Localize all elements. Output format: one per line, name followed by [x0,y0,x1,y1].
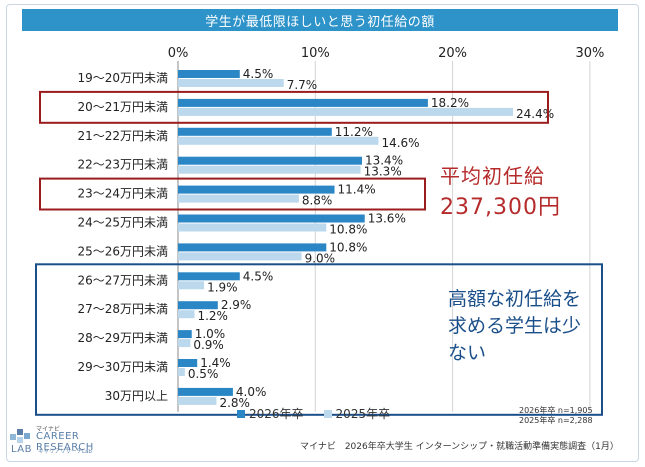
legend-item-2026: 2026年卒 [237,405,304,422]
legend-swatch-2025 [323,409,332,418]
data-label-2026: 1.0% [195,327,226,341]
legend: 2026年卒 2025年卒 [237,405,390,422]
data-label-2025: 24.4% [516,107,554,121]
data-label-2026: 4.5% [243,269,274,283]
note-box [35,263,603,416]
data-label-2025: 1.2% [197,309,228,323]
data-label-2026: 11.2% [335,125,373,139]
category-label: 22～23万円未満 [77,158,168,172]
bar-2025 [178,136,379,145]
data-label-2025: 2.8% [219,396,250,410]
highlight-box [39,177,426,211]
data-label-2026: 18.2% [431,96,469,110]
data-label-2025: 8.8% [302,194,333,208]
bar-2025 [178,194,299,203]
category-label: 24～25万円未満 [77,216,168,230]
data-label-2025: 7.7% [287,78,318,92]
average-salary-value: 237,300円 [440,195,561,220]
data-label-2025: 1.9% [207,280,238,294]
data-label-2026: 13.4% [365,154,403,168]
x-tick-label: 0% [168,46,189,61]
category-label: 27～28万円未満 [77,302,168,316]
category-label: 26～27万円未満 [77,273,168,287]
logo-name-line1: CAREER RESEARCH [36,431,94,453]
bar-2026 [178,156,362,165]
category-label: 30万円以上 [105,389,168,403]
source-note: マイナビ 2026年卒大学生 インターンシップ・就職活動準備実態調査（1月） [300,442,619,452]
bar-2026 [178,214,365,223]
chart-title: 学生が最低限ほしいと思う初任給の額 [22,9,618,31]
bar-2026 [178,272,240,281]
data-label-2025: 14.6% [381,136,419,150]
legend-item-2025: 2025年卒 [323,405,391,422]
bar-2026 [178,359,198,367]
data-label-2026: 11.4% [338,183,376,197]
category-label: 25～26万円未満 [77,244,168,258]
career-research-lab-logo-icon [10,429,30,443]
category-label: 23～24万円未満 [77,187,168,201]
data-label-2026: 1.4% [200,356,231,370]
category-label: 28～29万円未満 [77,331,168,345]
legend-swatch-2026 [237,409,245,418]
category-label: 20～21万円未満 [77,100,168,114]
data-label-2026: 4.0% [236,385,266,399]
bar-2025 [178,223,327,232]
sample-size: 2026年卒 n=1,905 2025年卒 n=2,288 [519,406,593,426]
x-tick-label: 30% [575,46,604,61]
logo-subtitle: キャリアリサーチLab [38,449,92,455]
bar-2026 [178,98,428,107]
category-label: 29～30万円未満 [77,360,168,374]
data-label-2025: 0.9% [193,338,224,352]
bar-2026 [178,301,218,310]
x-tick-label: 20% [438,46,467,61]
sample-size-2026: 2026年卒 n=1,905 [519,406,593,415]
bar-2025 [178,368,185,376]
note-text: 高額な初任給を求める学生は少ない [448,288,582,364]
bar-2026 [178,330,192,339]
logo: マイナビ CAREER RESEARCH LAB キャリアリサーチLab [8,424,118,460]
data-label-2025: 9.0% [305,251,336,265]
bar-2026 [178,243,327,252]
chart-frame [6,4,639,462]
data-label-2025: 0.5% [188,367,219,381]
bar-2026 [178,127,332,136]
bar-2025 [178,107,514,116]
bar-2026 [178,70,240,78]
category-label: 21～22万円未満 [77,129,168,143]
highlight-box [39,90,549,124]
x-tick-label: 10% [301,46,330,61]
data-label-2025: 10.8% [329,223,367,237]
legend-label-2025: 2025年卒 [335,407,391,421]
bar-2025 [178,165,361,174]
bar-2025 [178,252,302,261]
bar-2026 [178,387,233,396]
bar-2025 [178,310,195,319]
bar-2025 [178,396,217,405]
data-label-2026: 2.9% [221,298,252,312]
bar-2025 [178,79,284,87]
bar-2025 [178,281,205,290]
bar-2025 [178,339,191,348]
average-salary-label: 平均初任給 [440,164,545,188]
data-label-2026: 10.8% [329,240,367,254]
data-label-2026: 4.5% [243,67,274,81]
bar-2026 [178,185,335,194]
sample-size-2025: 2025年卒 n=2,288 [519,416,593,425]
data-label-2025: 13.3% [364,165,402,179]
category-label: 19～20万円未満 [77,71,168,85]
logo-name-line2: LAB [11,444,33,455]
legend-label-2026: 2026年卒 [249,407,304,421]
logo-brand: マイナビ [36,426,60,433]
data-label-2026: 13.6% [368,212,406,226]
